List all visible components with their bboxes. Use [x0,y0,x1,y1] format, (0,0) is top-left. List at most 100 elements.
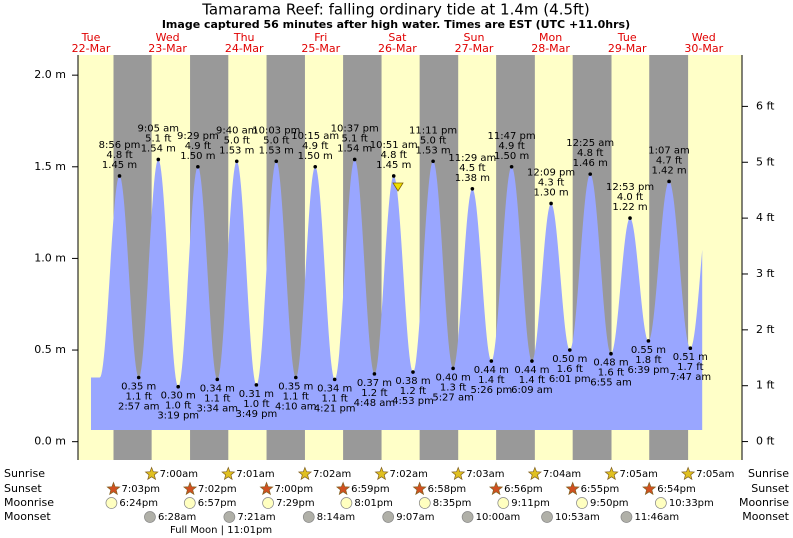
moonrise-icon [262,497,274,509]
tide-ft-label: 5.0 ft [263,135,289,146]
tide-ft-label: 1.1 ft [322,393,348,404]
tide-ft-label: 1.2 ft [400,386,426,397]
tide-point [117,174,122,178]
tide-ft-label: 1.1 ft [204,393,230,404]
tide-ft-label: 1.6 ft [598,368,624,379]
tide-m-label: 0.44 m [514,365,549,376]
sunset-time: 6:54pm [657,484,696,495]
tide-ft-label: 1.1 ft [283,392,309,403]
tide-m-label: 1.53 m [219,145,254,156]
day-name: Sat [388,31,407,44]
tide-m-label: 0.37 m [357,378,392,389]
tide-m-label: 1.54 m [141,143,176,154]
tide-m-label: 1.45 m [376,160,411,171]
tide-m-label: 1.42 m [651,165,686,176]
chart-subtitle: Image captured 56 minutes after high wat… [162,18,630,31]
tide-m-label: 0.31 m [239,389,274,400]
tide-m-label: 0.34 m [200,383,235,394]
tide-ft-label: 1.4 ft [519,375,545,386]
tide-m-label: 0.51 m [673,352,708,363]
day-date: 25-Mar [301,42,340,55]
row-label: Moonrise [739,496,789,509]
sunrise-icon [374,466,389,481]
sunrise-time: 7:04am [543,469,581,480]
day-name: Thu [233,31,255,44]
sunrise-time: 7:03am [466,469,504,480]
tide-time: 3:19 pm [157,411,199,422]
tide-time: 11:11 pm [409,125,457,136]
tide-m-label: 0.38 m [395,376,430,387]
moonrise-icon [105,497,118,509]
tide-ft-label: 5.0 ft [420,135,446,146]
tide-point [234,159,239,164]
tide-m-label: 1.50 m [494,151,529,162]
day-date: 24-Mar [225,42,264,55]
tide-point [391,174,396,178]
tide-point [313,164,318,169]
sunset-time: 6:56pm [504,484,543,495]
moonset-icon [541,511,553,523]
moonrise-time: 10:33pm [669,498,714,509]
row-label: Moonset [4,510,51,523]
tide-m-label: 0.44 m [474,365,509,376]
tide-time: 2:57 am [118,402,160,413]
tide-point [646,339,651,343]
moonrise-time: 8:35pm [433,498,472,509]
tide-m-label: 0.50 m [552,354,587,365]
tide-m-label: 1.53 m [259,145,294,156]
tide-time: 3:49 pm [236,409,278,420]
sunset-icon [106,481,121,496]
tide-point [609,351,613,356]
row-label: Sunset [751,482,789,495]
tide-ft-label: 1.3 ft [440,382,466,393]
moonset-time: 10:00am [476,512,521,523]
tide-time: 9:29 pm [177,131,219,142]
sunrise-time: 7:02am [390,469,428,480]
sunrise-icon [604,466,619,481]
tide-time: 3:34 am [197,403,239,414]
tide-ft-label: 4.8 ft [381,150,407,161]
tide-point [196,164,200,169]
tide-point [352,157,357,162]
day-date: 26-Mar [378,42,417,55]
sunset-icon [488,481,504,496]
tide-time: 11:47 pm [488,131,536,142]
sunset-time: 6:58pm [428,484,467,495]
tide-point [451,366,455,371]
moon-phase: Full Moon | 11:01pm [170,525,272,536]
sunset-time: 7:00pm [275,484,314,495]
tide-m-label: 1.22 m [612,202,647,213]
sunrise-icon [221,466,236,481]
y2-tick-label: 6 ft [756,99,775,112]
tide-m-label: 1.45 m [102,160,137,171]
tide-ft-label: 1.6 ft [557,364,583,375]
y-tick-label: 0.5 m [34,343,66,356]
day-date: 23-Mar [148,42,187,55]
tide-time: 5:27 am [432,392,474,403]
sunset-time: 7:02pm [198,484,237,495]
tide-m-label: 1.50 m [180,151,215,162]
sunrise-icon [297,466,312,481]
y-tick-label: 1.5 m [34,160,66,173]
tide-time: 12:53 pm [606,182,654,193]
tide-time: 4:48 am [354,398,396,409]
tide-time: 6:39 pm [628,365,670,376]
sunset-time: 7:03pm [122,484,161,495]
moonrise-time: 8:01pm [354,498,393,509]
sunset-icon [336,481,351,496]
moonset-icon [461,511,474,523]
day-date: 28-Mar [531,42,570,55]
moonset-time: 9:07am [396,512,434,523]
y2-tick-label: 4 ft [756,211,775,224]
moonrise-icon [497,497,510,509]
y-tick-label: 0.0 m [34,435,66,448]
tide-point [431,159,435,164]
tide-point [176,384,180,389]
moonset-icon [620,511,633,523]
moonset-time: 7:21am [237,512,275,523]
tide-ft-label: 1.0 ft [243,399,269,410]
tide-ft-label: 1.7 ft [677,362,703,373]
moonset-time: 10:53am [555,512,600,523]
tide-time: 9:05 am [138,123,180,134]
tide-m-label: 0.40 m [436,372,471,383]
